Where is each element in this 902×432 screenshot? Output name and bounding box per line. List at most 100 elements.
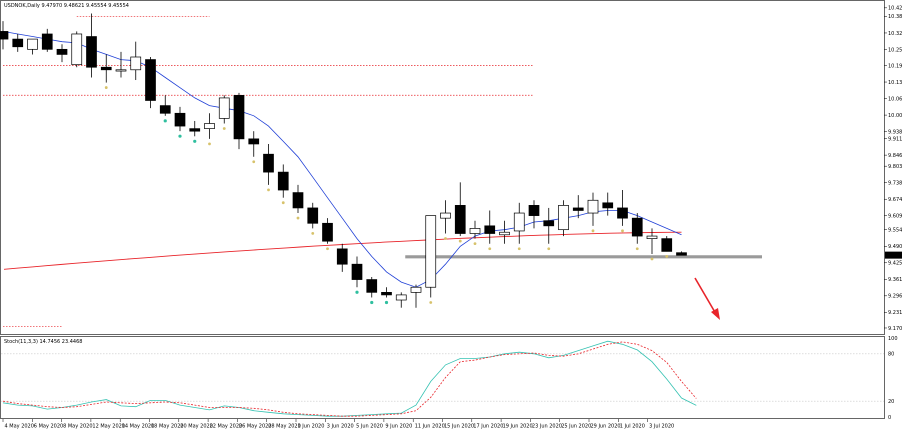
price-tick-label: 9.1707 [888, 326, 902, 332]
bull-candle [513, 212, 525, 232]
main-pane-frame [0, 0, 885, 335]
time-axis: 4 May 2020 6 May 2020 8 May 2020 12 May 202… [2, 419, 674, 430]
bear-candle [661, 238, 673, 252]
price-tick-label: 9.6740 [888, 197, 902, 203]
bear-candle [277, 171, 289, 191]
bull-candle [27, 38, 38, 50]
price-tick-label: 10.3886 [888, 14, 902, 20]
bear-candle [676, 252, 687, 256]
time-tick-label: 20 May 2020 [180, 424, 213, 430]
time-tick-label: 22 May 2020 [210, 424, 243, 430]
fractal-dot [591, 229, 595, 233]
fractal-dot [458, 239, 462, 243]
fractal-dot [208, 142, 211, 146]
bear-candle [248, 138, 260, 145]
time-tick-label: 1 Jul 2020 [620, 424, 645, 430]
fractal-dot [252, 160, 256, 164]
price-axis: 10.4222 10.3886 10.3240 10.2594 10.1967 10.13… [884, 6, 902, 332]
bear-candle [307, 207, 319, 224]
bull-candle [218, 97, 230, 119]
fractal-dot [665, 255, 669, 258]
bear-candle [617, 207, 628, 219]
fractal-dot [311, 231, 315, 235]
time-tick-label: 4 May 2020 [5, 424, 34, 430]
arrow-head [711, 308, 720, 320]
bull-candle [410, 286, 422, 293]
bearish-arrow-icon [694, 277, 720, 320]
price-tick-label: 9.5548 [888, 228, 902, 234]
bull-candle [440, 212, 451, 219]
candles [0, 13, 687, 308]
bear-candle [366, 279, 378, 293]
bear-candle [159, 105, 171, 114]
time-tick-label: 12 May 2020 [92, 424, 125, 430]
bear-candle [351, 263, 363, 280]
price-tick-label: 9.7386 [888, 181, 902, 187]
price-tick-label: 9.2318 [888, 310, 902, 316]
stoch-main-line [2, 340, 697, 417]
bear-candle [631, 217, 643, 237]
bear-candle [41, 33, 53, 50]
time-tick-label: 17 Jun 2020 [473, 424, 503, 430]
time-tick-label: 8 May 2020 [63, 424, 92, 430]
price-tick-label: 9.9110 [888, 136, 902, 142]
price-tick-label: 9.2964 [888, 294, 902, 300]
price-tick-label: 9.4256 [888, 261, 902, 267]
fractal-dot [429, 301, 433, 304]
bear-candle [484, 225, 496, 234]
bear-candle [292, 192, 304, 209]
slow-ma-line [3, 231, 682, 270]
price-tick-label: 10.4222 [888, 6, 902, 12]
price-tick-label: 9.8032 [888, 164, 902, 170]
bear-candle [100, 66, 112, 71]
fractal-dot [163, 119, 167, 123]
bull-candle [425, 215, 437, 288]
bear-candle [381, 291, 392, 296]
time-tick-label: 23 Jun 2020 [532, 424, 562, 430]
time-tick-label: 14 May 2020 [122, 424, 155, 430]
bear-candle [86, 36, 97, 68]
time-tick-label: 1 Jun 2020 [298, 424, 325, 430]
time-tick-label: 5 Jun 2020 [356, 424, 383, 430]
time-tick-label: 29 Jun 2020 [591, 424, 621, 430]
bear-candle [602, 202, 614, 209]
bull-candle [130, 56, 142, 71]
time-tick-label: 25 Jun 2020 [561, 424, 591, 430]
bear-candle [572, 207, 584, 211]
price-tick-label: 10.3240 [888, 31, 902, 37]
price-tick-label: 10.0675 [888, 96, 902, 102]
bear-candle [263, 153, 274, 173]
fractal-dot [355, 290, 359, 294]
bull-candle [587, 199, 599, 214]
bear-candle [336, 248, 348, 265]
fractal-dot [178, 134, 182, 138]
fractal-dot [473, 242, 477, 246]
price-tick-label: 9.9383 [888, 129, 902, 135]
bull-candle [395, 294, 407, 301]
fractal-dot [488, 247, 492, 251]
stoch-pane-frame [0, 336, 885, 419]
time-tick-label: 3 Jun 2020 [327, 424, 354, 430]
bull-candle [499, 231, 510, 236]
bear-candle [322, 222, 333, 242]
time-tick-label: 18 May 2020 [151, 424, 184, 430]
fractal-dot [326, 247, 329, 251]
bull-candle [469, 228, 481, 234]
fractal-dot [635, 247, 639, 251]
price-tick-label: 9.4902 [888, 244, 902, 250]
fractal-dot [281, 201, 285, 205]
price-tick-label: 9.6094 [888, 214, 902, 220]
time-tick-label: 6 May 2020 [34, 424, 63, 430]
time-tick-label: 15 Jun 2020 [444, 424, 474, 430]
bear-candle [454, 205, 466, 234]
fractal-markers [104, 86, 669, 305]
time-tick-label: 3 Jul 2020 [649, 424, 674, 430]
price-tick-label: 9.3610 [888, 277, 902, 283]
fractal-dot [193, 139, 197, 143]
stoch-header: Stoch(11,3,3) 14.7456 23.4468 [4, 339, 82, 345]
price-tick-label: 10.0029 [888, 113, 902, 119]
bear-candle [56, 48, 68, 55]
symbol-header: USDNOK,Daily 9.47970 9.48621 9.45554 9.4… [4, 3, 129, 9]
bull-candle [204, 123, 215, 129]
